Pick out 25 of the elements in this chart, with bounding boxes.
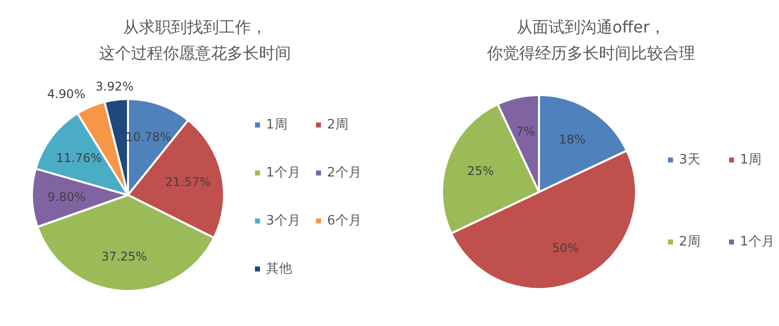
legend-label: 1个月 [740, 234, 774, 250]
data-label: 50% [552, 241, 579, 256]
legend-label: 6个月 [327, 214, 362, 228]
data-label: 11.76% [56, 150, 102, 165]
legend-label: 3天 [679, 152, 700, 168]
data-label: 7% [516, 124, 535, 138]
legend-label: 2周 [327, 118, 348, 132]
chart-title: 从面试到沟通offer， [516, 18, 666, 36]
legend-label: 其他 [266, 262, 292, 276]
chart-subtitle: 你觉得经历多长时间比较合理 [486, 44, 695, 62]
legend-label: 2周 [679, 234, 700, 250]
data-label: 37.25% [101, 249, 148, 264]
legend-label: 1周 [266, 118, 288, 132]
chart-title: 从求职到找到工作， [123, 18, 267, 36]
data-label: 9.80% [48, 190, 86, 204]
legend-label: 1个月 [266, 166, 300, 180]
data-label: 21.57% [165, 174, 211, 189]
data-label: 25% [467, 164, 494, 178]
legend-label: 2个月 [327, 166, 362, 180]
data-label: 18% [558, 132, 586, 147]
legend-label: 3个月 [266, 214, 300, 228]
legend-label: 1周 [740, 152, 762, 168]
data-label: 4.90% [47, 87, 86, 102]
data-label: 3.92% [95, 79, 134, 94]
chart-subtitle: 这个过程你愿意花多长时间 [99, 44, 291, 62]
